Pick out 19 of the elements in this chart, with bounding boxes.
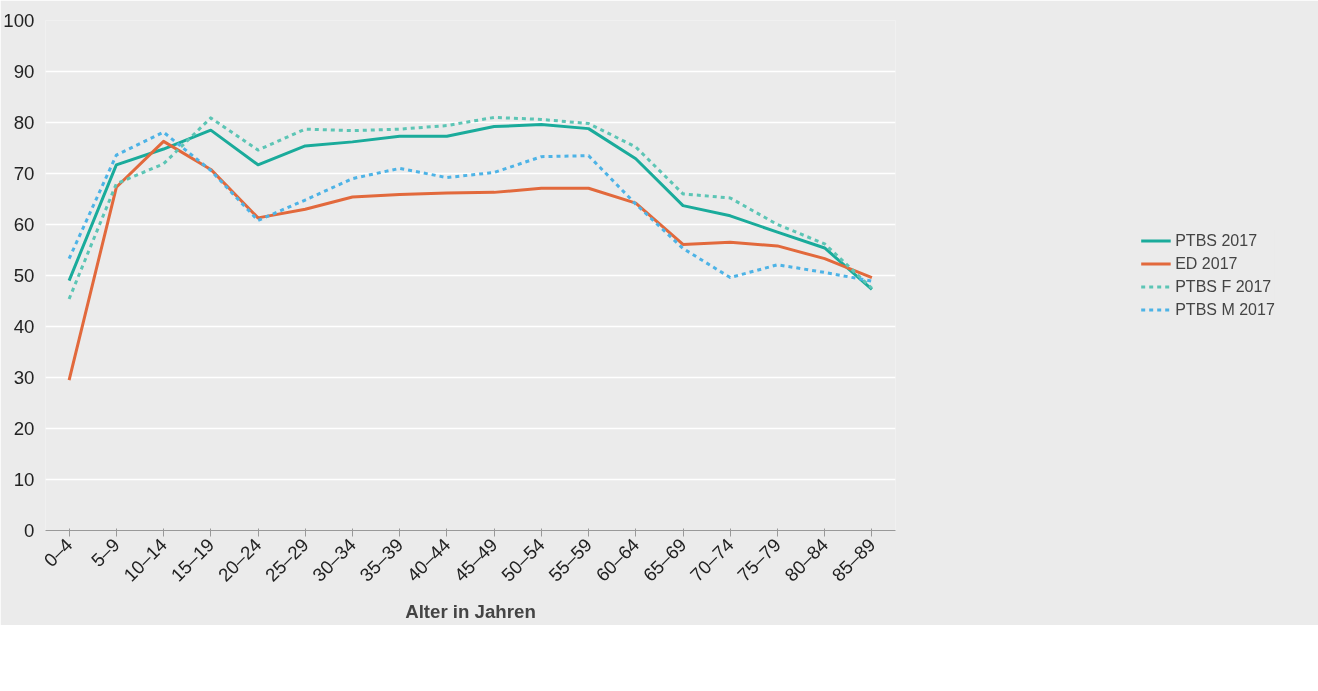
legend-label: PTBS 2017 [1175,231,1258,250]
y-tick-label: 20 [13,418,35,439]
y-tick-label: 60 [13,214,35,235]
y-tick-label: 0 [24,520,35,541]
y-tick-label: 10 [13,469,35,490]
y-tick-label: 50 [13,265,35,286]
legend-label: ED 2017 [1175,254,1238,273]
x-tick-label: 5–9 [86,534,124,571]
y-tick-label: 30 [13,367,35,388]
x-tick-label: 0–4 [39,534,77,571]
x-axis-title: Alter in Jahren [405,601,536,623]
y-tick-label: 80 [13,112,35,133]
legend-label: PTBS M 2017 [1175,300,1275,319]
line-series [67,139,874,382]
y-tick-label: 70 [13,163,35,184]
y-tick-label: 40 [13,316,35,337]
y-tick-label: 90 [13,61,35,82]
y-tick-label: 100 [3,10,35,31]
legend-label: PTBS F 2017 [1175,277,1272,296]
